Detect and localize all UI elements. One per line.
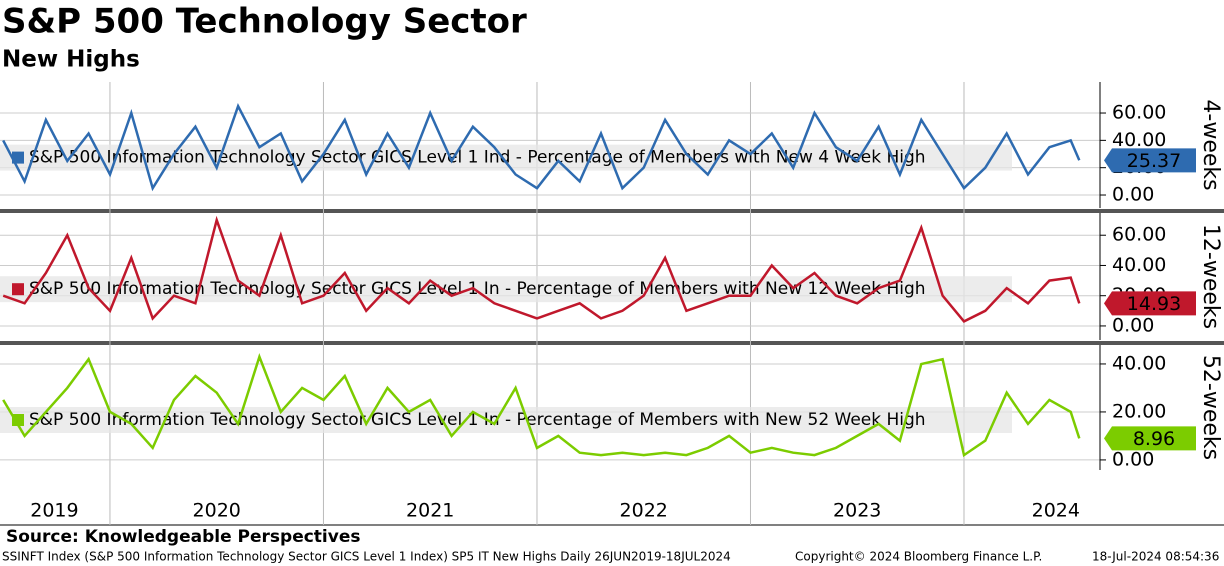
last-value-label: 14.93 <box>1127 293 1181 315</box>
series-line <box>2 103 1081 192</box>
legend-swatch <box>12 414 24 426</box>
series-line <box>2 353 1081 458</box>
panel-separator <box>0 341 1224 345</box>
x-tick-label: 2021 <box>406 500 454 522</box>
chart-title: S&P 500 Technology Sector <box>2 2 527 42</box>
y-tick-label: 0.00 <box>1112 184 1154 206</box>
footer-right: 18-Jul-2024 08:54:36 <box>1092 550 1219 564</box>
last-value-box <box>1104 426 1196 451</box>
legend-band <box>0 144 1012 171</box>
legend-swatch <box>12 283 24 296</box>
legend-label: S&P 500 Information Technology Sector GI… <box>29 279 926 299</box>
panel-label: 12-weeks <box>1198 224 1223 329</box>
y-tick-label: 20.00 <box>1112 400 1166 422</box>
panel-separator <box>0 209 1224 213</box>
y-tick-label: 40.00 <box>1112 129 1166 151</box>
last-value-label: 25.37 <box>1127 150 1181 172</box>
footer-center: Copyright© 2024 Bloomberg Finance L.P. <box>795 550 1042 564</box>
x-tick-label: 2024 <box>1032 500 1080 522</box>
panel-label: 52-weeks <box>1198 355 1223 460</box>
legend-label: S&P 500 Information Technology Sector GI… <box>29 148 926 168</box>
last-value-box <box>1104 148 1196 173</box>
y-tick-label: 60.00 <box>1112 102 1166 124</box>
last-value-box <box>1104 291 1196 316</box>
y-tick-label: 0.00 <box>1112 314 1154 336</box>
y-tick-label: 0.00 <box>1112 448 1154 470</box>
series-line <box>2 215 1081 323</box>
footer-left: SSINFT Index (S&P 500 Information Techno… <box>2 550 731 564</box>
x-tick-label: 2023 <box>833 500 881 522</box>
source: Source: Knowledgeable Perspectives <box>6 527 361 547</box>
x-tick-label: 2020 <box>193 500 241 522</box>
legend-label: S&P 500 Information Technology Sector GI… <box>29 410 926 430</box>
x-tick-label: 2019 <box>30 500 78 522</box>
y-tick-label: 40.00 <box>1112 254 1166 276</box>
y-tick-label: 60.00 <box>1112 224 1166 246</box>
x-tick-label: 2022 <box>620 500 668 522</box>
last-value-label: 8.96 <box>1133 428 1175 450</box>
panel-label: 4-weeks <box>1198 99 1223 190</box>
y-tick-label: 40.00 <box>1112 352 1166 374</box>
chart-subtitle: New Highs <box>2 47 140 73</box>
